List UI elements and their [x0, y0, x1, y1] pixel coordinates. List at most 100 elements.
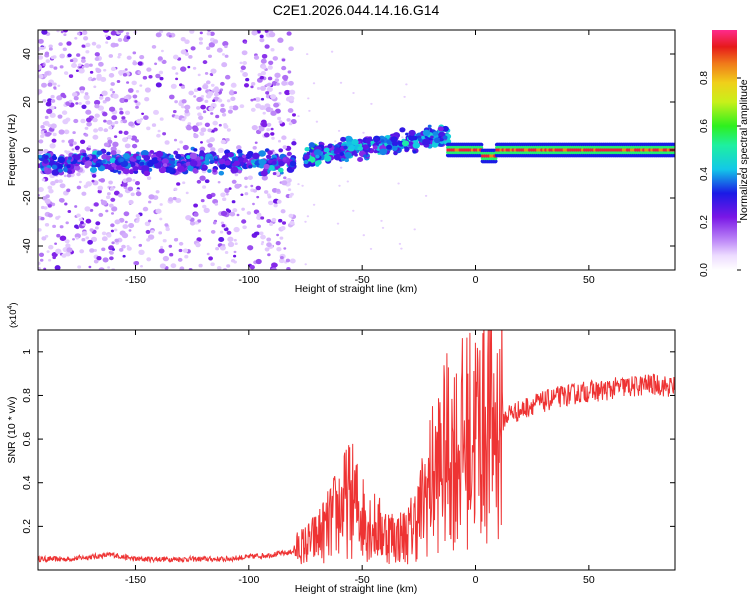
- heatmap-cell: [267, 200, 274, 206]
- heatmap-cell: [343, 145, 348, 150]
- heatmap-cell: [122, 254, 126, 258]
- heatmap-cell: [220, 210, 228, 217]
- snr-y-tick-label: 0.4: [21, 475, 33, 490]
- heatmap-cell: [195, 242, 201, 248]
- heatmap-cell: [168, 197, 174, 202]
- heatmap-cell: [266, 86, 273, 93]
- heatmap-cell: [327, 144, 333, 149]
- snr-x-tick-label: 0: [473, 574, 479, 586]
- heatmap-cell: [231, 179, 237, 184]
- heatmap-cell: [113, 190, 120, 196]
- heatmap-cell: [422, 138, 431, 146]
- heatmap-cell: [40, 216, 45, 221]
- heatmap-cell: [89, 228, 94, 232]
- heatmap-cell: [181, 99, 187, 104]
- heatmap-cell: [88, 265, 92, 269]
- heatmap-cell: [105, 209, 109, 213]
- heatmap-cell: [84, 156, 90, 161]
- heatmap-cell: [234, 242, 238, 246]
- heatmap-cell: [427, 124, 432, 128]
- heatmap-cell: [146, 257, 152, 262]
- heatmap-cell: [38, 228, 42, 232]
- heatmap-cell: [199, 150, 205, 155]
- heatmap-cell: [214, 86, 219, 91]
- heatmap-cell: [437, 126, 444, 132]
- heatmap-cell: [399, 127, 406, 133]
- heatmap-cell: [220, 192, 226, 198]
- heatmap-x-tick-label: -50: [355, 274, 370, 286]
- heatmap-cell: [137, 71, 141, 75]
- heatmap-cell: [103, 68, 107, 72]
- heatmap-cell: [268, 60, 274, 65]
- heatmap-cell: [233, 160, 241, 166]
- heatmap-cell: [233, 254, 237, 258]
- snr-y-axis-label: SNR (10 * v/v): [6, 396, 18, 463]
- heatmap-cell: [98, 212, 104, 217]
- heatmap-cell: [97, 185, 104, 191]
- heatmap-cell: [53, 86, 57, 90]
- heatmap-cell: [63, 33, 67, 37]
- heatmap-cell: [344, 158, 350, 163]
- heatmap-cell: [93, 85, 97, 89]
- heatmap-cell: [43, 167, 49, 171]
- heatmap-cell: [74, 36, 78, 40]
- heatmap-cell: [137, 61, 143, 66]
- heatmap-cell: [260, 58, 267, 64]
- heatmap-cell: [172, 196, 177, 201]
- heatmap-cell: [219, 163, 227, 170]
- heatmap-cell: [217, 98, 223, 103]
- heatmap-cell: [81, 237, 86, 242]
- heatmap-cell: [189, 152, 198, 160]
- heatmap-cell: [159, 117, 164, 121]
- heatmap-cell: [44, 71, 50, 76]
- heatmap-cell: [57, 114, 63, 119]
- heatmap-cell: [270, 48, 275, 52]
- heatmap-cell: [124, 68, 128, 71]
- heatmap-cell: [106, 151, 111, 156]
- heatmap-cell: [209, 31, 215, 36]
- heatmap-cell: [165, 227, 170, 232]
- heatmap-cell: [242, 157, 249, 163]
- heatmap-cell: [103, 128, 109, 133]
- heatmap-cell: [41, 82, 47, 88]
- colorbar-tick-label: 0.6: [699, 119, 710, 133]
- heatmap-cell: [286, 31, 292, 36]
- heatmap-cell: [225, 138, 230, 142]
- heatmap-cell: [47, 82, 53, 87]
- heatmap-cell: [132, 94, 138, 99]
- heatmap-cell: [120, 160, 129, 168]
- heatmap-cell: [233, 226, 240, 233]
- heatmap-cell: [258, 126, 265, 132]
- heatmap-cell: [285, 258, 291, 263]
- heatmap-cell: [93, 202, 99, 207]
- heatmap-cell: [260, 242, 264, 246]
- heatmap-cell: [69, 59, 74, 63]
- heatmap-cell: [236, 213, 240, 217]
- heatmap-cell: [265, 154, 272, 160]
- heatmap-cell: [241, 154, 247, 159]
- heatmap-cell: [241, 219, 247, 224]
- heatmap-cell: [277, 167, 284, 173]
- heatmap-cell: [75, 236, 79, 240]
- heatmap-cell: [362, 144, 369, 150]
- heatmap-cell: [44, 198, 51, 204]
- heatmap-cell: [40, 205, 45, 210]
- heatmap-cell: [204, 71, 209, 75]
- heatmap-cell: [72, 141, 77, 145]
- heatmap-cell: [237, 169, 242, 174]
- heatmap-cell: [80, 89, 85, 94]
- snr-x-tick-label: 50: [583, 574, 595, 586]
- heatmap-cell: [408, 134, 416, 141]
- heatmap-cell: [291, 141, 297, 146]
- heatmap-cell: [119, 107, 123, 111]
- heatmap-cell: [178, 248, 183, 253]
- heatmap-cell: [212, 99, 216, 102]
- heatmap-cell: [242, 225, 247, 230]
- heatmap-cell: [197, 87, 202, 91]
- heatmap-cell: [338, 184, 341, 187]
- heatmap-y-tick-label: -40: [21, 238, 33, 253]
- heatmap-cell: [102, 257, 109, 263]
- heatmap-cell: [77, 63, 82, 67]
- heatmap-cell: [182, 144, 189, 150]
